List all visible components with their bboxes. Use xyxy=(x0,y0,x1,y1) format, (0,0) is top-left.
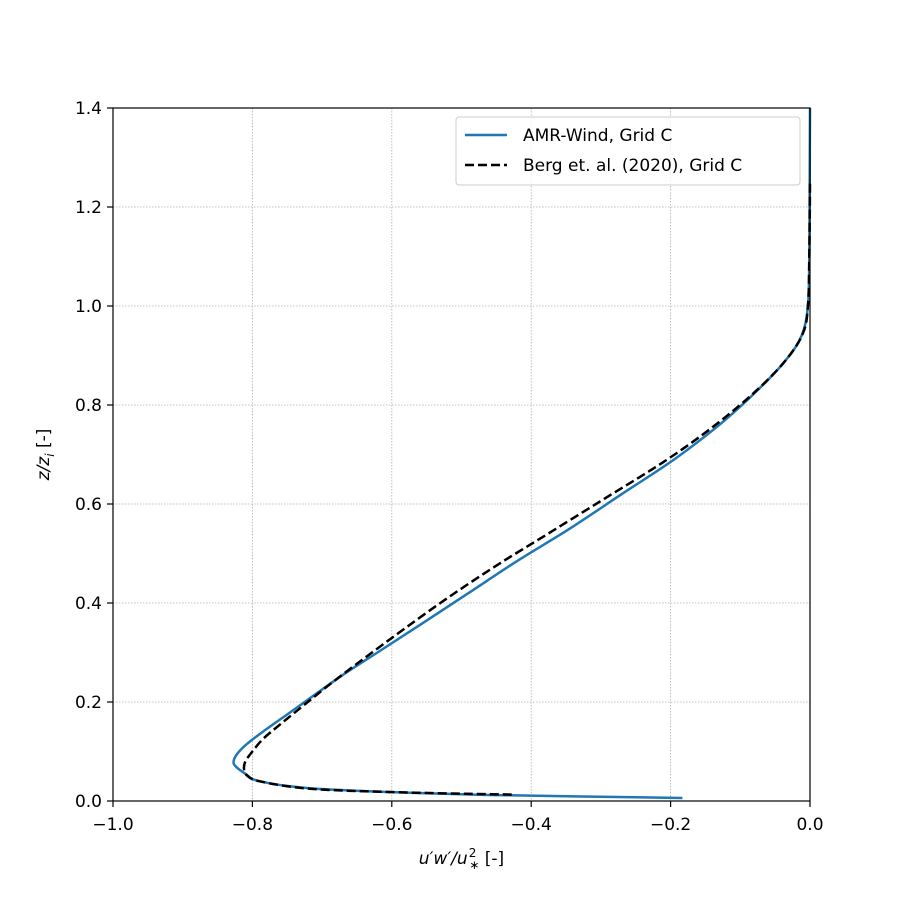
y-axis-label-unit: [-] xyxy=(34,429,54,454)
y-tick-label: 1.0 xyxy=(75,297,102,317)
x-tick-label: 0.0 xyxy=(796,815,823,835)
legend-label-berg: Berg et. al. (2020), Grid C xyxy=(523,156,742,176)
y-tick-label: 0.0 xyxy=(75,792,102,812)
plot-frame xyxy=(112,107,811,802)
y-tick-label: 0.6 xyxy=(75,495,102,515)
y-tick-label: 0.4 xyxy=(75,594,102,614)
x-tick-label: −0.6 xyxy=(371,815,412,835)
legend-label-amr-wind: AMR-Wind, Grid C xyxy=(523,126,672,146)
y-tick-label: 0.2 xyxy=(75,693,102,713)
x-tick-label: −0.2 xyxy=(650,815,691,835)
legend: AMR-Wind, Grid C Berg et. al. (2020), Gr… xyxy=(455,116,801,186)
series-line-1 xyxy=(242,182,812,796)
x-tick-label: −0.8 xyxy=(232,815,273,835)
y-tick-label: 0.8 xyxy=(75,396,102,416)
legend-box xyxy=(455,116,801,186)
y-axis-label-sub: i xyxy=(43,453,57,457)
x-tick-label: −0.4 xyxy=(511,815,552,835)
y-axis-label: z/zi [-] xyxy=(34,429,57,482)
series-group xyxy=(232,107,812,800)
x-axis-label-sub: ∗ xyxy=(469,858,479,872)
y-tick-label: 1.2 xyxy=(75,198,102,218)
x-axis-label-main: u′w′/u xyxy=(419,849,468,869)
y-axis-label-main: z/z xyxy=(34,456,54,482)
x-axis-label: u′w′/u2 ∗ [-] xyxy=(419,846,504,872)
x-tick-label: −1.0 xyxy=(92,815,133,835)
x-axis-label-unit: [-] xyxy=(479,849,504,869)
y-tick-label: 1.4 xyxy=(75,99,102,119)
ticks: −1.0 −0.8 −0.6 −0.4 −0.2 0.0 0.0 0.2 0.4 0.6 0.8 1.… xyxy=(75,99,824,835)
x-axis-label-sup: 2 xyxy=(469,846,477,860)
